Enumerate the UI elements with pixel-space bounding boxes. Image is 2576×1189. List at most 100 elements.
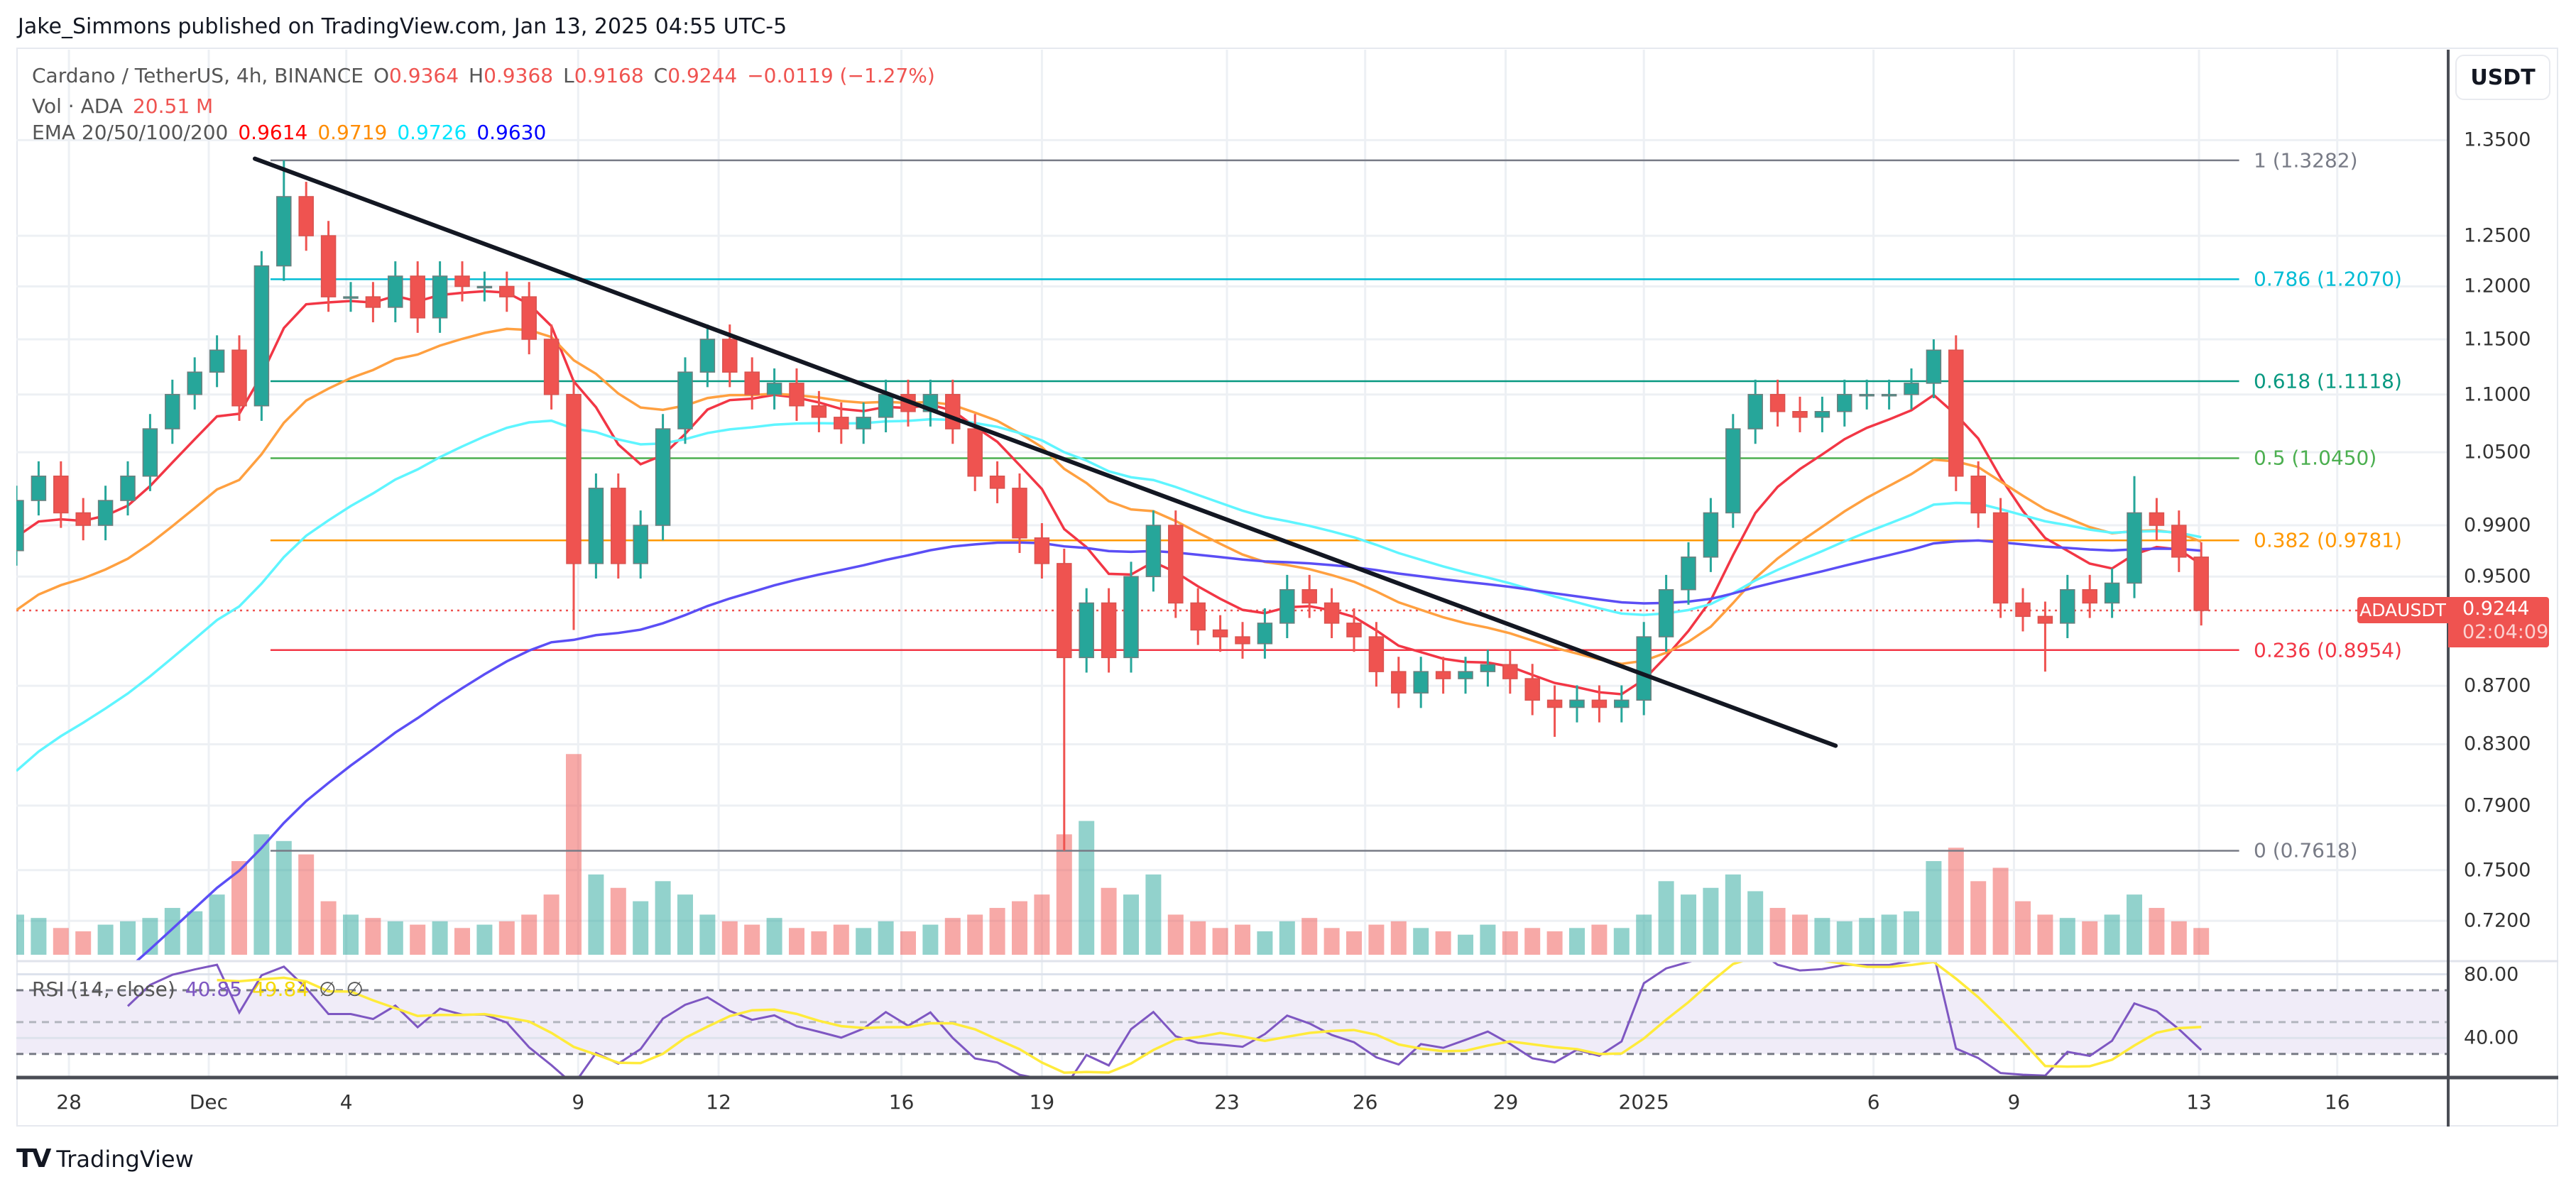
volume-bar: [1458, 934, 1473, 955]
legend-volume-row[interactable]: Vol · ADA 20.51 M: [32, 94, 223, 118]
volume-bar: [1792, 914, 1808, 955]
candle: [231, 335, 247, 421]
volume-bar: [1859, 918, 1875, 955]
candle: [1458, 657, 1473, 694]
candle: [1614, 685, 1630, 723]
candle-body: [187, 371, 202, 395]
legend-low-label: L: [563, 64, 574, 87]
candle: [1859, 379, 1874, 410]
volume-bar: [16, 914, 24, 955]
candle-body: [1368, 636, 1385, 672]
legend-rsi-row[interactable]: RSI (14, close) 40.85 49.84 ∅ ∅: [32, 977, 373, 1001]
candle: [766, 368, 782, 410]
tradingview-logo[interactable]: TV TradingView: [16, 1144, 194, 1173]
symbol-price-tag: ADAUSDT: [2357, 597, 2448, 623]
rsi-tick-label: 40.00: [2464, 1026, 2519, 1049]
candle-body: [2171, 525, 2187, 558]
volume-bar: [1591, 924, 1608, 955]
candle: [209, 335, 225, 388]
candle-body: [856, 417, 871, 429]
candle-body: [1904, 383, 1919, 395]
candle-body: [388, 275, 403, 308]
volume-bars: [16, 754, 2210, 955]
legend-symbol[interactable]: Cardano / TetherUS, 4h, BINANCE: [32, 64, 364, 87]
volume-bar: [989, 908, 1005, 955]
volume-bar: [1435, 931, 1451, 955]
currency-button[interactable]: USDT: [2455, 55, 2550, 100]
candle: [2037, 601, 2053, 672]
volume-bar: [75, 931, 92, 955]
legend-rsi-na-1: ∅: [319, 977, 337, 1001]
candle-body: [16, 500, 24, 552]
volume-bar: [2193, 928, 2210, 955]
fibonacci-retracement: [16, 159, 2448, 852]
volume-bar: [1145, 874, 1162, 955]
candle-body: [945, 393, 961, 429]
candle: [1368, 622, 1385, 687]
volume-bar: [53, 928, 69, 955]
candle: [1926, 339, 1942, 399]
candle: [388, 261, 403, 323]
volume-bar: [1034, 894, 1050, 955]
candle-body: [1948, 349, 1964, 477]
candle: [1569, 685, 1585, 723]
volume-bar: [1613, 928, 1630, 955]
volume-bar: [2082, 921, 2098, 955]
candle-body: [1057, 563, 1072, 659]
candle: [2127, 476, 2142, 598]
candle: [1948, 335, 1964, 491]
candle: [432, 261, 448, 333]
volume-bar: [1681, 894, 1696, 955]
candle-body: [499, 285, 515, 297]
candle: [655, 414, 671, 541]
candle-body: [1079, 602, 1094, 659]
candle: [1681, 542, 1696, 605]
candle-body: [744, 371, 760, 395]
price-tick-label: 0.8300: [2464, 733, 2531, 755]
candle: [677, 357, 693, 444]
candle-body: [1012, 488, 1027, 539]
candle: [499, 271, 515, 312]
candle: [320, 221, 337, 312]
candle-body: [476, 285, 493, 289]
candle-body: [165, 393, 180, 429]
volume-bar: [454, 928, 470, 955]
fib-level-label: 0.786 (1.2070): [2254, 267, 2402, 291]
candle-body: [1034, 537, 1050, 564]
legend-ema-row[interactable]: EMA 20/50/100/200 0.9614 0.9719 0.9726 0.963…: [32, 121, 556, 144]
legend-rsi-na-2: ∅: [346, 977, 364, 1001]
candle: [789, 368, 804, 421]
legend-symbol-row[interactable]: Cardano / TetherUS, 4h, BINANCE O0.9364 H0…: [32, 64, 945, 87]
candle-body: [1324, 602, 1340, 624]
price-tick-label: 0.7500: [2464, 859, 2531, 882]
volume-bar: [2104, 914, 2120, 955]
downtrend-line[interactable]: [252, 156, 1838, 748]
candle: [1814, 396, 1830, 432]
volume-bar: [1012, 901, 1027, 955]
candle-body: [722, 339, 738, 373]
candle-body: [97, 500, 114, 526]
candle: [521, 282, 537, 355]
candle-body: [1881, 393, 1897, 397]
candle: [1725, 414, 1741, 528]
candle-body: [2082, 588, 2097, 604]
candle: [1301, 574, 1317, 618]
tradingview-logo-icon: TV: [16, 1144, 51, 1173]
volume-bar: [1235, 924, 1250, 955]
candle-body: [75, 512, 91, 526]
last-price-tag: 0.9244 02:04:09: [2448, 597, 2549, 647]
price-tick-label: 1.1500: [2464, 328, 2531, 351]
volume-bar: [1123, 894, 1139, 955]
volume-bar: [275, 840, 292, 955]
volume-bar: [1390, 921, 1407, 955]
candle-body: [2193, 557, 2209, 611]
legend-ema20: 0.9614: [238, 121, 308, 144]
legend-low: 0.9168: [574, 64, 644, 87]
candle: [1480, 650, 1496, 687]
candle-body: [1391, 671, 1407, 694]
candle-body: [1301, 588, 1317, 604]
candle: [120, 461, 136, 516]
legend-open-label: O: [373, 64, 390, 87]
volume-bar: [566, 754, 582, 955]
